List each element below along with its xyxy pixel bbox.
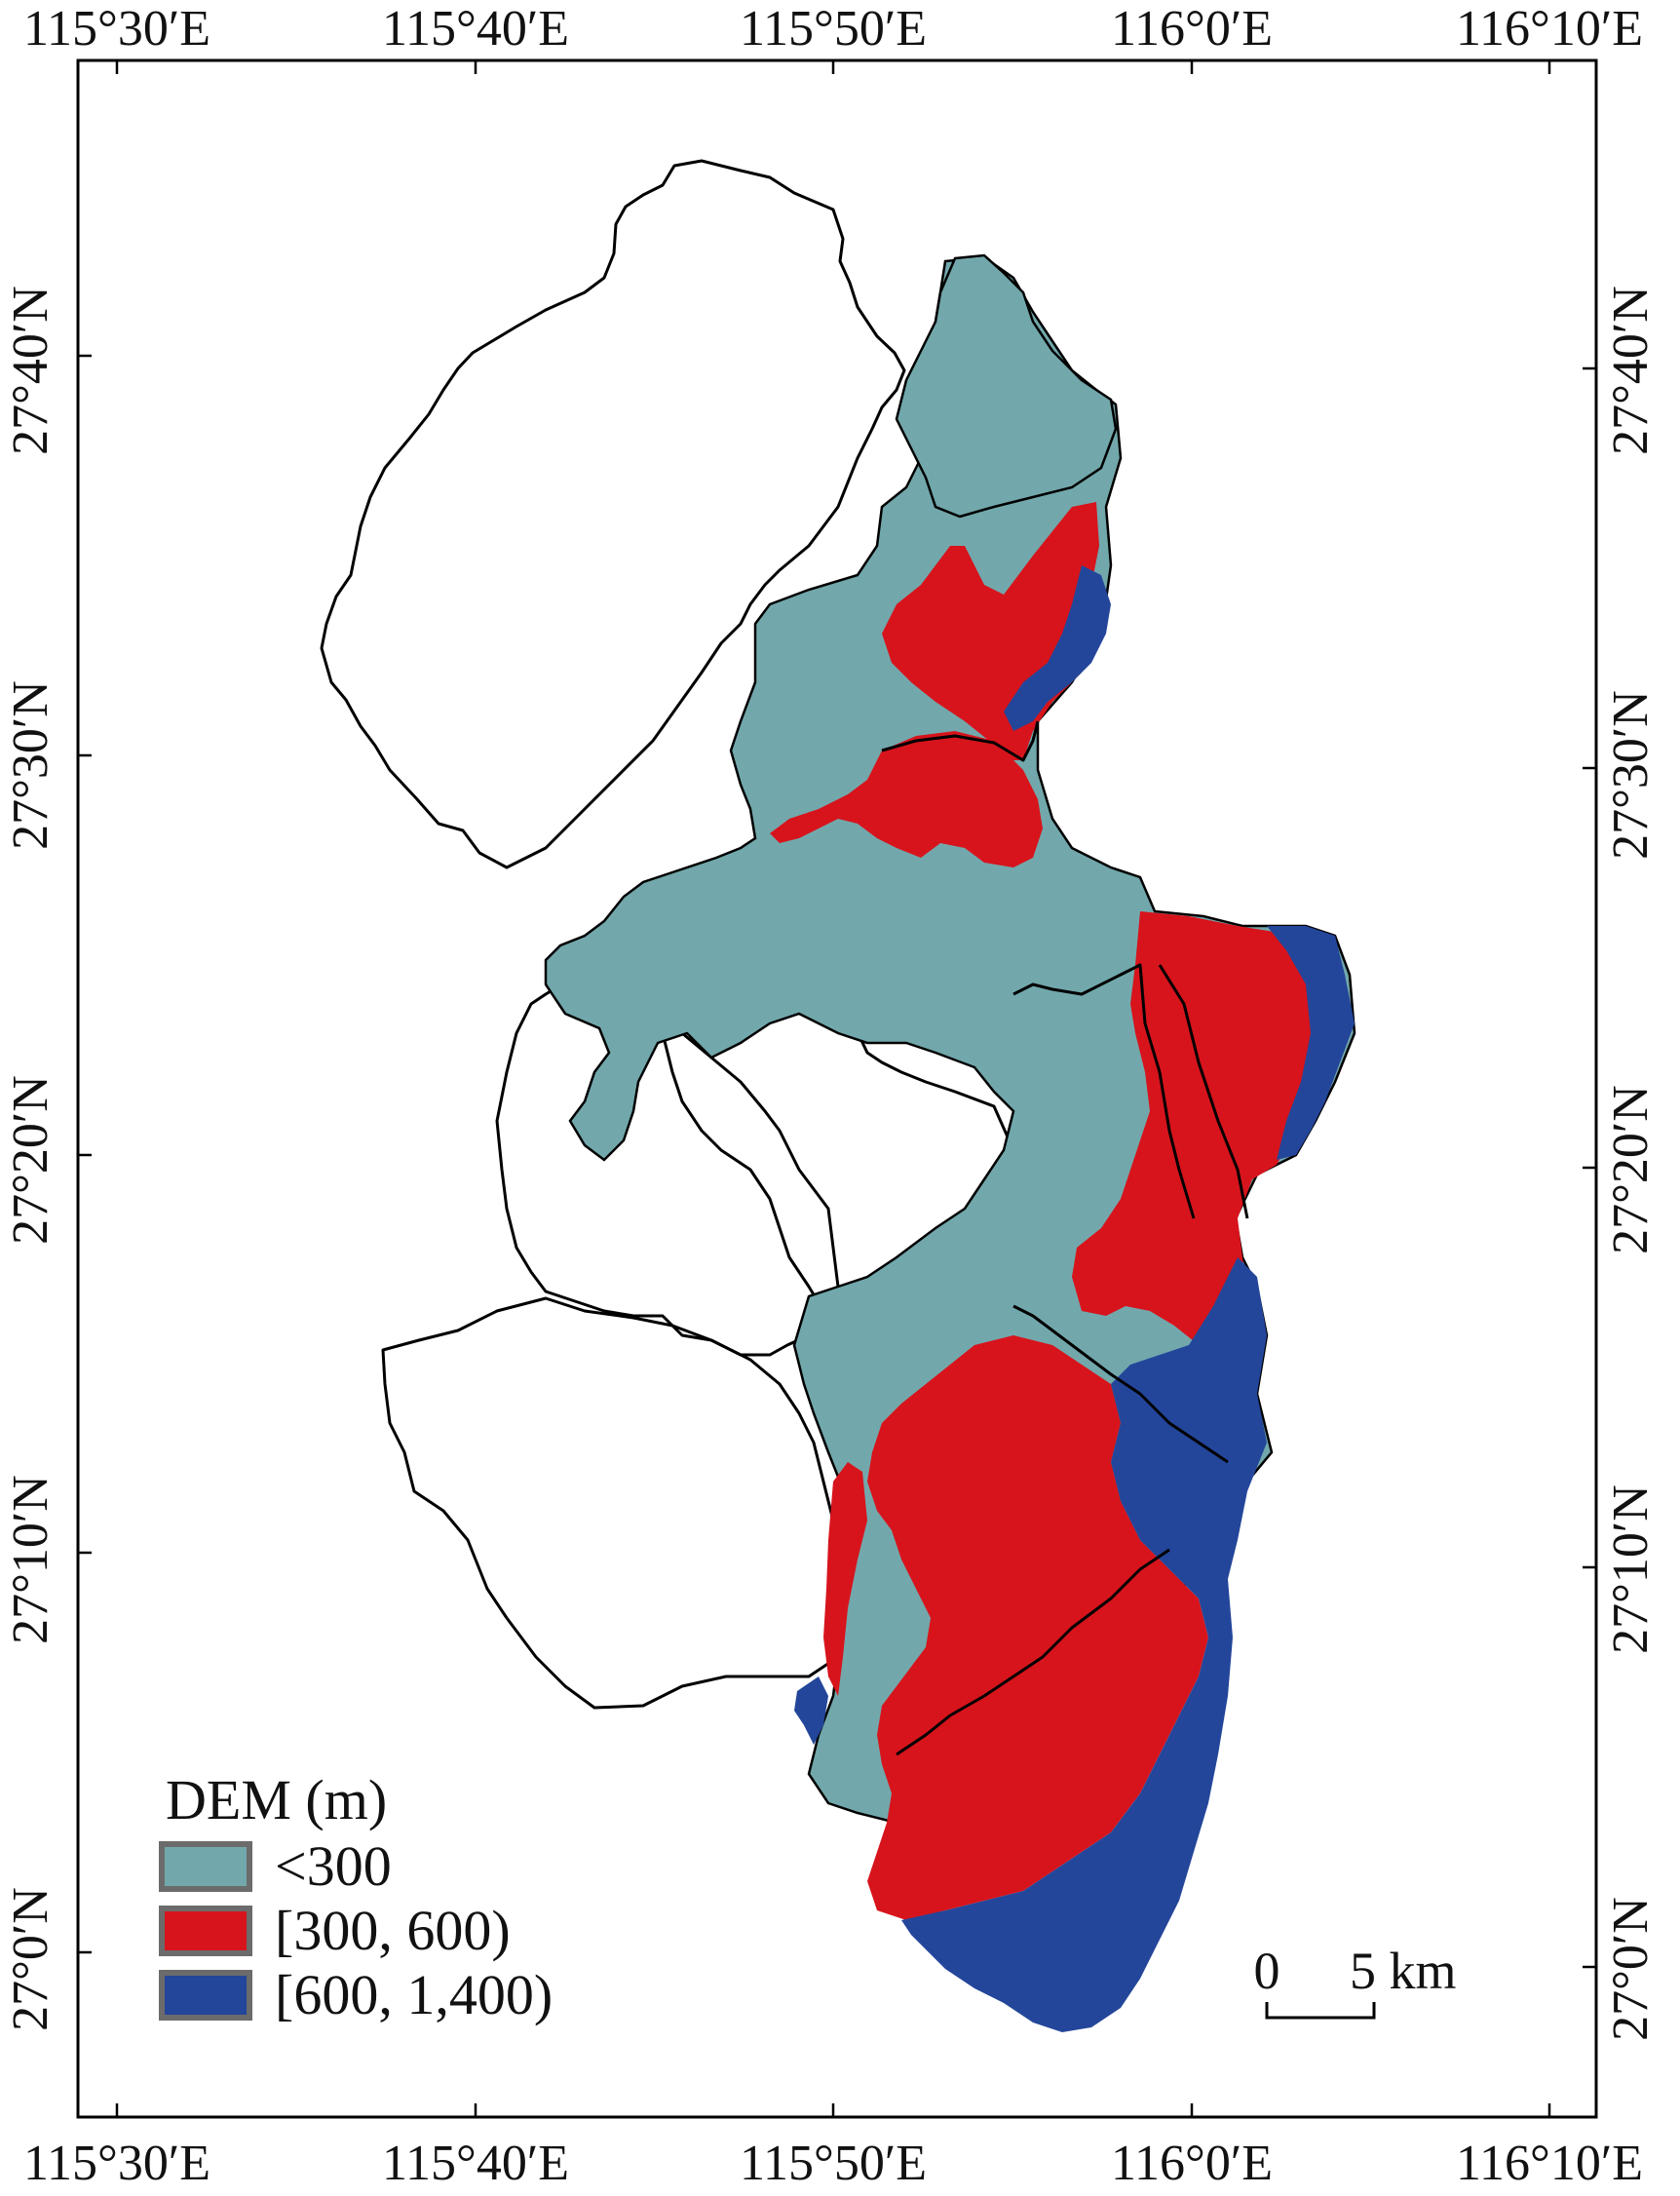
right-lat-label-3: 27°20′N — [1603, 1085, 1659, 1254]
right-latitude-labels: 27°40′N 27°30′N 27°20′N 27°10′N 27°0′N — [1603, 286, 1659, 2041]
top-lon-label-1: 115°30′E — [23, 1, 210, 57]
scale-end-label: 5 km — [1350, 1942, 1457, 2000]
subbasin-line-1 — [881, 720, 1040, 762]
bottom-lon-label-2: 115°40′E — [382, 2136, 569, 2191]
legend-swatch-low — [159, 1841, 252, 1892]
right-lat-label-4: 27°10′N — [1603, 1484, 1659, 1654]
legend-label-high: [600, 1,400) — [275, 1963, 553, 2026]
legend-label-low: <300 — [275, 1834, 392, 1898]
county-northwest — [320, 159, 906, 869]
bottom-lon-label-1: 115°30′E — [23, 2136, 210, 2191]
left-lat-label-4: 27°10′N — [3, 1475, 58, 1644]
right-lat-label-2: 27°30′N — [1603, 690, 1659, 860]
dem-mid-east — [1072, 911, 1320, 1345]
scale-bar-line — [1265, 2002, 1376, 2020]
legend: DEM (m) <300 [300, 600) [600, 1,400) — [159, 1768, 553, 2026]
bottom-longitude-labels: 115°30′E 115°40′E 115°50′E 116°0′E 116°1… — [23, 2136, 1643, 2191]
dem-high-southwest-edge — [794, 1676, 828, 1745]
right-lat-label-1: 27°40′N — [1603, 286, 1659, 455]
top-lon-label-5: 116°10′E — [1456, 1, 1643, 57]
legend-label-mid: [300, 600) — [275, 1899, 511, 1962]
bottom-lon-label-4: 116°0′E — [1111, 2136, 1273, 2191]
subbasin-line-5 — [1158, 964, 1249, 1219]
left-lat-label-1: 27°40′N — [3, 286, 58, 455]
left-lat-label-2: 27°30′N — [3, 680, 58, 850]
dem-low-north — [895, 253, 1118, 519]
right-lat-label-5: 27°0′N — [1603, 1897, 1659, 2041]
dem-mid-center — [770, 731, 1043, 867]
dem-high-northeast — [1004, 565, 1111, 731]
legend-swatch-mid — [159, 1906, 252, 1956]
left-latitude-labels: 27°40′N 27°30′N 27°20′N 27°10′N 27°0′N — [3, 286, 58, 2031]
frame-ticks — [78, 60, 1596, 2117]
dem-mid-west-edge — [823, 1462, 867, 1696]
top-longitude-labels: 115°30′E 115°40′E 115°50′E 116°0′E 116°1… — [23, 1, 1643, 57]
bottom-lon-label-5: 116°10′E — [1456, 2136, 1643, 2191]
top-lon-label-4: 116°0′E — [1111, 1, 1273, 57]
scale-start-label: 0 — [1254, 1942, 1280, 2000]
subbasin-line-4 — [896, 1548, 1170, 1756]
subbasin-line-3 — [1012, 1304, 1229, 1464]
dem-watershed — [544, 253, 1356, 2032]
top-lon-label-2: 115°40′E — [382, 1, 569, 57]
top-lon-label-3: 115°50′E — [740, 1, 927, 57]
dem-high-east — [1267, 926, 1355, 1160]
subbasin-line-2 — [1012, 963, 1196, 1219]
left-lat-label-5: 27°0′N — [3, 1887, 58, 2031]
scale-bar: 0 5 km — [1254, 1942, 1457, 2020]
dem-mid-south — [867, 1335, 1208, 1920]
legend-swatch-high — [159, 1970, 252, 2021]
left-lat-label-3: 27°20′N — [3, 1075, 58, 1245]
legend-title: DEM (m) — [166, 1768, 387, 1831]
bottom-lon-label-3: 115°50′E — [740, 2136, 927, 2191]
dem-high-southeast — [901, 1257, 1267, 2032]
subbasin-boundaries — [881, 720, 1249, 1756]
